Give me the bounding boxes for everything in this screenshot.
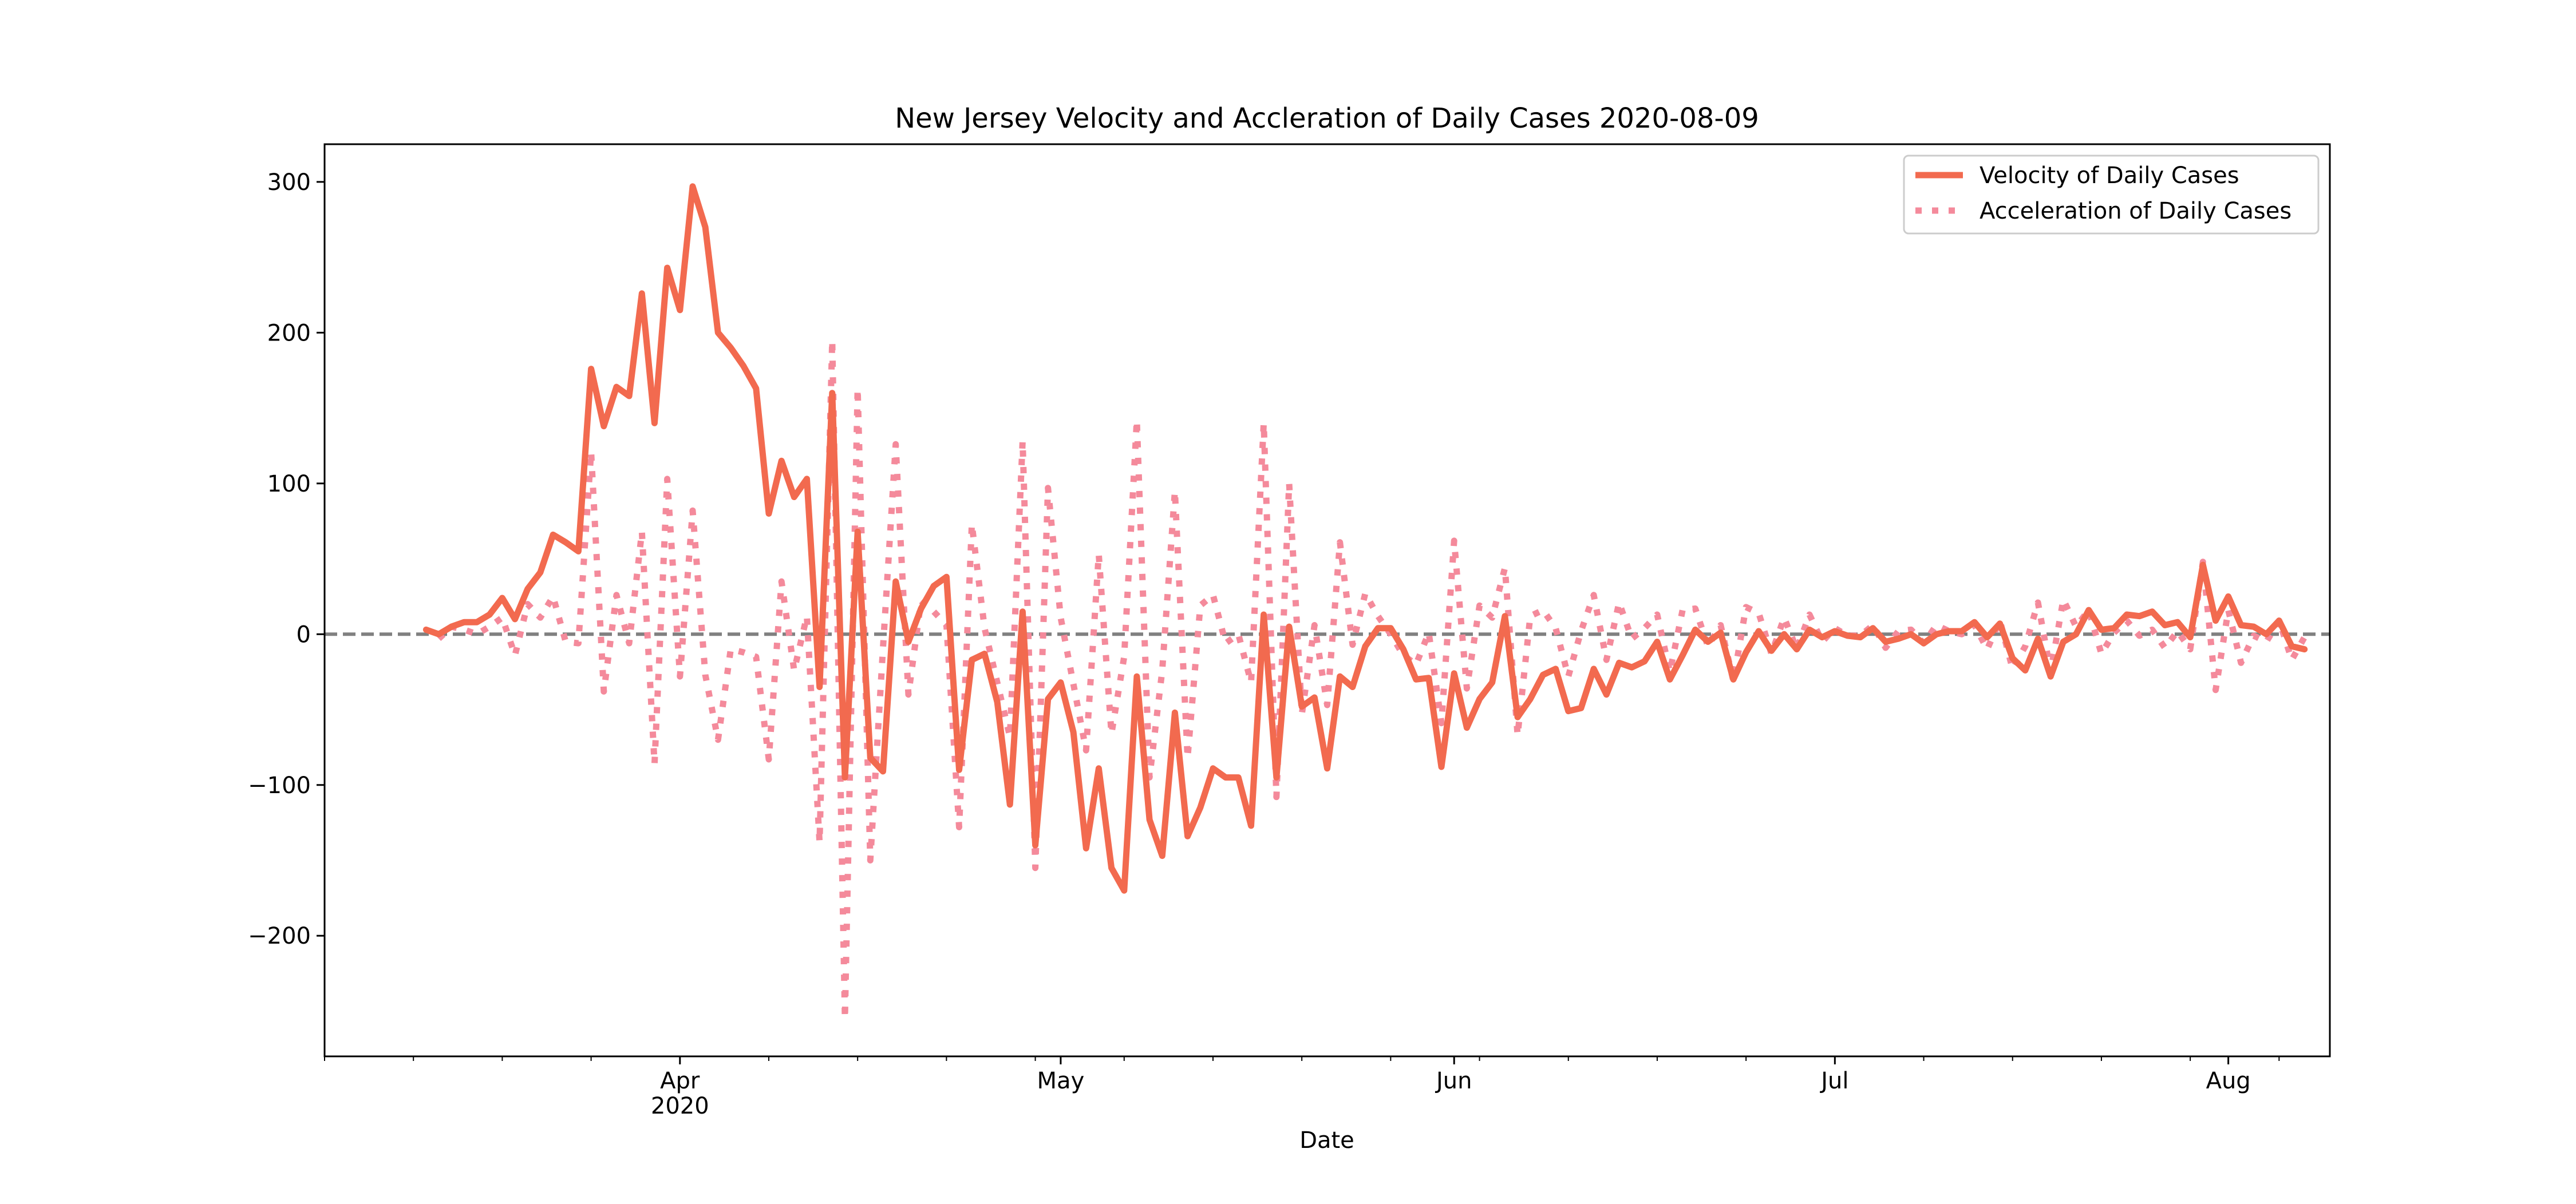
x-tick-label: Jul [1819, 1068, 1848, 1094]
series-line-velocity [422, 183, 2308, 894]
x-tick-label: Jun [1435, 1068, 1472, 1094]
y-tick-label: 0 [297, 621, 311, 648]
legend-frame [1903, 155, 2320, 235]
y-axis: 300 200 100 0 −100 −200 [248, 169, 325, 949]
chart-title: New Jersey Velocity and Accleration of D… [895, 102, 1759, 134]
plot-frame [323, 143, 2331, 1058]
y-tick-label: −100 [248, 773, 311, 799]
y-tick-label: 200 [267, 320, 311, 346]
x-tick-sublabel: 2020 [651, 1093, 709, 1119]
series-layer [325, 183, 2330, 1022]
y-tick-label: 100 [267, 471, 311, 497]
x-tick-label: Aug [2206, 1068, 2251, 1094]
y-tick-label: 300 [267, 169, 311, 196]
x-axis-title: Date [1299, 1127, 1354, 1154]
legend-label-acceleration: Acceleration of Daily Cases [1980, 198, 2291, 224]
y-tick-label: −200 [248, 923, 311, 949]
x-tick-label: Apr [660, 1068, 700, 1094]
legend: Velocity of Daily Cases Acceleration of … [1903, 155, 2320, 235]
x-tick-label: May [1037, 1068, 1085, 1094]
legend-label-velocity: Velocity of Daily Cases [1980, 163, 2239, 189]
series-line-acceleration [436, 337, 2308, 1022]
